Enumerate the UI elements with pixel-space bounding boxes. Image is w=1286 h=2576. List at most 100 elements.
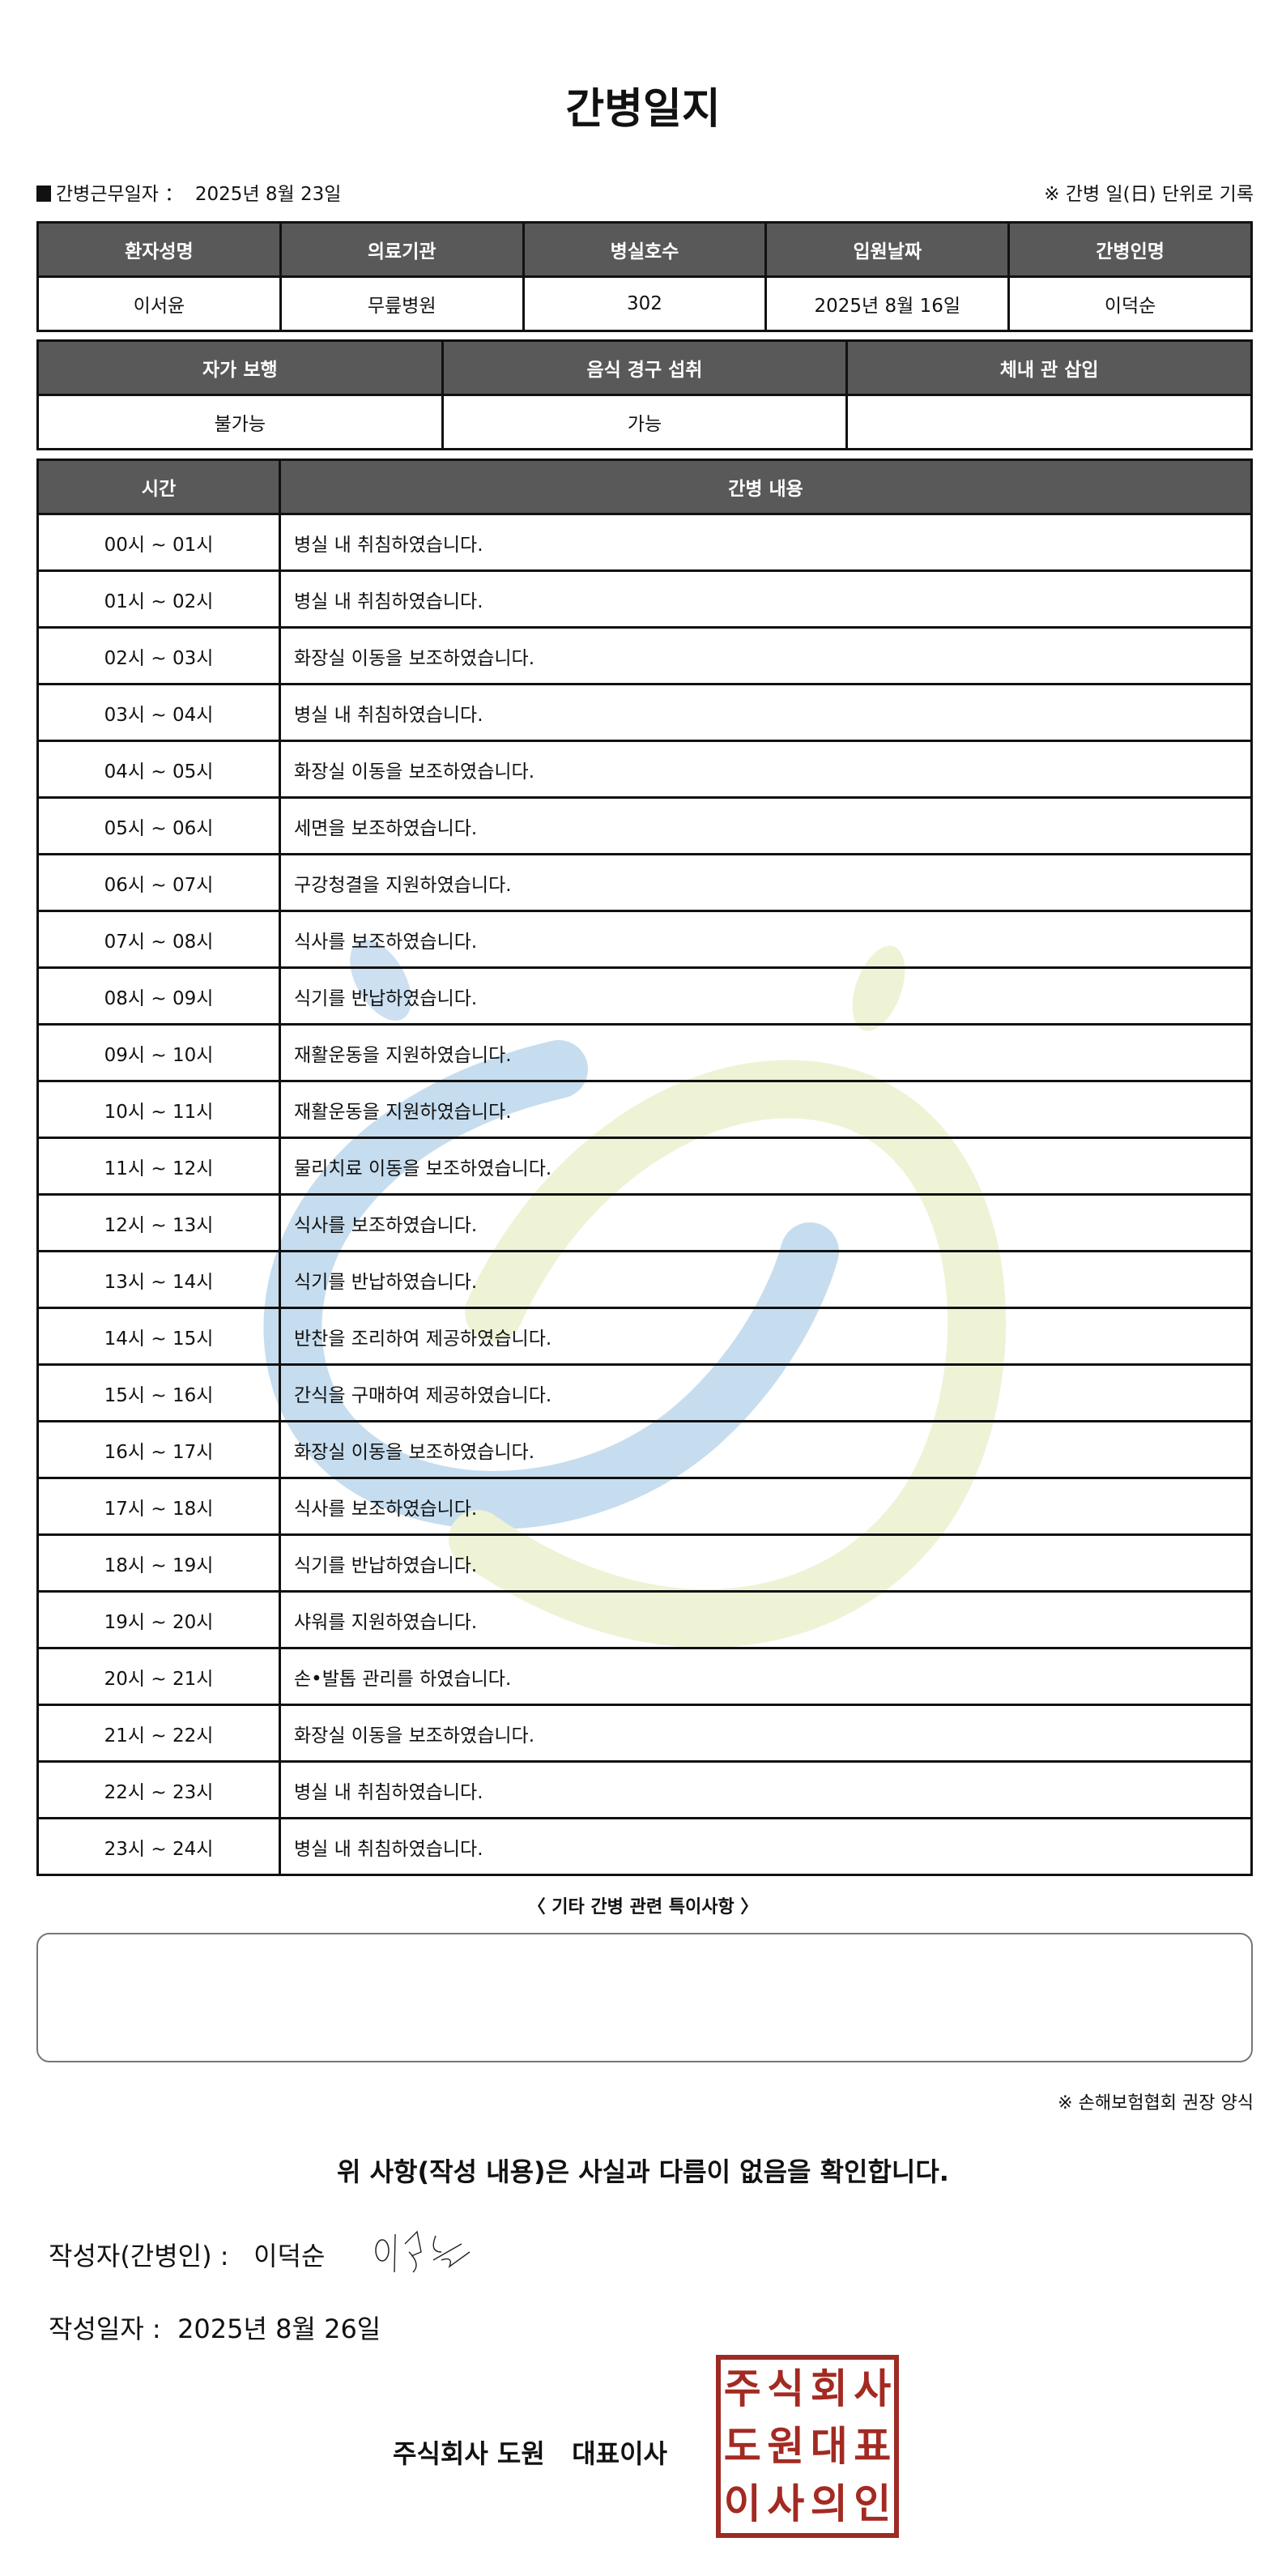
written-date-label: 작성일자 : <box>49 2314 161 2344</box>
table-row: 18시 ~ 19시 식기를 반납하였습니다. <box>36 1533 1253 1593</box>
stamp-glyph: 사 <box>767 2480 805 2528</box>
care-content-cell: 세면을 보조하였습니다. <box>279 796 1253 855</box>
care-content-cell: 화장실 이동을 보조하였습니다. <box>279 740 1253 799</box>
hospital: 무릎병원 <box>279 275 525 332</box>
time-cell: 10시 ~ 11시 <box>36 1080 281 1139</box>
table-row: 21시 ~ 22시 화장실 이동을 보조하였습니다. <box>36 1704 1253 1763</box>
time-cell: 03시 ~ 04시 <box>36 683 281 742</box>
patient-info-table: 환자성명 의료기관 병실호수 입원날짜 간병인명 이서윤 무릎병원 302 20… <box>36 221 1253 332</box>
writer-name: 이덕순 <box>253 2241 326 2271</box>
header-room: 병실호수 <box>522 221 768 278</box>
care-content-cell: 화장실 이동을 보조하였습니다. <box>279 626 1253 685</box>
time-cell: 00시 ~ 01시 <box>36 513 281 572</box>
header-hospital: 의료기관 <box>279 221 525 278</box>
writer-line: 작성자(간병인) : 이덕순 <box>49 2236 325 2273</box>
header-self-walking: 자가 보행 <box>36 339 444 396</box>
time-cell: 19시 ~ 20시 <box>36 1590 281 1649</box>
table-row: 12시 ~ 13시 식사를 보조하였습니다. <box>36 1193 1253 1252</box>
time-cell: 01시 ~ 02시 <box>36 569 281 629</box>
work-date: 간병근무일자 ： 2025년 8월 23일 <box>36 178 341 206</box>
care-content-cell: 병실 내 취침하였습니다. <box>279 683 1253 742</box>
confirmation-statement: 위 사항(작성 내용)은 사실과 다름이 없음을 확인합니다. <box>337 2156 949 2187</box>
table-row: 22시 ~ 23시 병실 내 취침하였습니다. <box>36 1760 1253 1819</box>
time-cell: 15시 ~ 16시 <box>36 1363 281 1422</box>
care-content-cell: 손•발톱 관리를 하였습니다. <box>279 1647 1253 1706</box>
work-date-value: 2025년 8월 23일 <box>194 184 342 205</box>
care-content-cell: 병실 내 취침하였습니다. <box>279 1817 1253 1876</box>
stamp-glyph: 원 <box>767 2422 805 2470</box>
table-row: 00시 ~ 01시 병실 내 취침하였습니다. <box>36 513 1253 572</box>
stamp-glyph: 이 <box>723 2480 761 2528</box>
stamp-glyph: 식 <box>767 2365 805 2412</box>
care-content-cell: 재활운동을 지원하였습니다. <box>279 1023 1253 1082</box>
room-number: 302 <box>522 275 768 332</box>
table-row: 09시 ~ 10시 재활운동을 지원하였습니다. <box>36 1023 1253 1082</box>
table-row: 16시 ~ 17시 화장실 이동을 보조하였습니다. <box>36 1420 1253 1479</box>
stamp-glyph: 도 <box>723 2422 761 2470</box>
care-content-cell: 재활운동을 지원하였습니다. <box>279 1080 1253 1139</box>
stamp-glyph: 의 <box>810 2480 848 2528</box>
time-cell: 17시 ~ 18시 <box>36 1477 281 1536</box>
time-cell: 23시 ~ 24시 <box>36 1817 281 1876</box>
table-row: 15시 ~ 16시 간식을 구매하여 제공하였습니다. <box>36 1363 1253 1422</box>
patient-name: 이서윤 <box>36 275 282 332</box>
square-bullet-icon <box>36 186 51 202</box>
care-content-cell: 병실 내 취침하였습니다. <box>279 569 1253 629</box>
oral-intake: 가능 <box>441 394 849 450</box>
header-time: 시간 <box>36 458 281 515</box>
time-cell: 21시 ~ 22시 <box>36 1704 281 1763</box>
time-cell: 04시 ~ 05시 <box>36 740 281 799</box>
time-cell: 05시 ~ 06시 <box>36 796 281 855</box>
care-content-cell: 병실 내 취침하였습니다. <box>279 1760 1253 1819</box>
signature <box>375 2230 471 2273</box>
stamp-glyph: 회 <box>810 2365 848 2412</box>
tube-insertion <box>845 394 1253 450</box>
care-content-cell: 병실 내 취침하였습니다. <box>279 513 1253 572</box>
table-row: 11시 ~ 12시 물리치료 이동을 보조하였습니다. <box>36 1137 1253 1196</box>
care-content-cell: 반찬을 조리하여 제공하였습니다. <box>279 1307 1253 1366</box>
written-date-line: 작성일자 : 2025년 8월 26일 <box>49 2309 381 2346</box>
stamp-glyph: 사 <box>854 2365 892 2412</box>
recommendation-note: ※ 손해보험협회 권장 양식 <box>1058 2093 1254 2113</box>
stamp-glyph: 주 <box>723 2365 761 2412</box>
care-content-cell: 간식을 구매하여 제공하였습니다. <box>279 1363 1253 1422</box>
header-care-content: 간병 내용 <box>279 458 1253 515</box>
time-cell: 09시 ~ 10시 <box>36 1023 281 1082</box>
notes-label: 〈 기타 간병 관련 특이사항 〉 <box>527 1897 759 1917</box>
time-cell: 07시 ~ 08시 <box>36 910 281 969</box>
caregiver-name: 이덕순 <box>1007 275 1253 332</box>
table-row: 17시 ~ 18시 식사를 보조하였습니다. <box>36 1477 1253 1536</box>
time-cell: 22시 ~ 23시 <box>36 1760 281 1819</box>
patient-status-table: 자가 보행 음식 경구 섭취 체내 관 삽입 불가능 가능 <box>36 339 1253 450</box>
time-cell: 20시 ~ 21시 <box>36 1647 281 1706</box>
table-row: 07시 ~ 08시 식사를 보조하였습니다. <box>36 910 1253 969</box>
self-walking: 불가능 <box>36 394 444 450</box>
table-row: 13시 ~ 14시 식기를 반납하였습니다. <box>36 1250 1253 1309</box>
time-cell: 18시 ~ 19시 <box>36 1533 281 1593</box>
care-log-table: 시간 간병 내용 00시 ~ 01시 병실 내 취침하였습니다. 01시 ~ 02시… <box>36 458 1253 1876</box>
care-content-cell: 구강청결을 지원하였습니다. <box>279 853 1253 912</box>
care-content-cell: 샤워를 지원하였습니다. <box>279 1590 1253 1649</box>
table-row: 06시 ~ 07시 구강청결을 지원하였습니다. <box>36 853 1253 912</box>
time-cell: 12시 ~ 13시 <box>36 1193 281 1252</box>
header-caregiver-name: 간병인명 <box>1007 221 1253 278</box>
header-tube-insertion: 체내 관 삽입 <box>845 339 1253 396</box>
time-cell: 14시 ~ 15시 <box>36 1307 281 1366</box>
care-content-cell: 식기를 반납하였습니다. <box>279 1533 1253 1593</box>
care-content-cell: 화장실 이동을 보조하였습니다. <box>279 1704 1253 1763</box>
table-row: 19시 ~ 20시 샤워를 지원하였습니다. <box>36 1590 1253 1649</box>
header-patient-name: 환자성명 <box>36 221 282 278</box>
work-date-label: 간병근무일자 ： <box>56 184 184 205</box>
time-cell: 02시 ~ 03시 <box>36 626 281 685</box>
care-content-cell: 물리치료 이동을 보조하였습니다. <box>279 1137 1253 1196</box>
care-content-cell: 식사를 보조하였습니다. <box>279 910 1253 969</box>
time-cell: 16시 ~ 17시 <box>36 1420 281 1479</box>
care-content-cell: 식사를 보조하였습니다. <box>279 1477 1253 1536</box>
admission-date: 2025년 8월 16일 <box>764 275 1011 332</box>
stamp-glyph: 표 <box>854 2422 892 2470</box>
care-content-cell: 식기를 반납하였습니다. <box>279 966 1253 1026</box>
table-row: 01시 ~ 02시 병실 내 취침하였습니다. <box>36 569 1253 629</box>
time-cell: 11시 ~ 12시 <box>36 1137 281 1196</box>
care-content-cell: 화장실 이동을 보조하였습니다. <box>279 1420 1253 1479</box>
